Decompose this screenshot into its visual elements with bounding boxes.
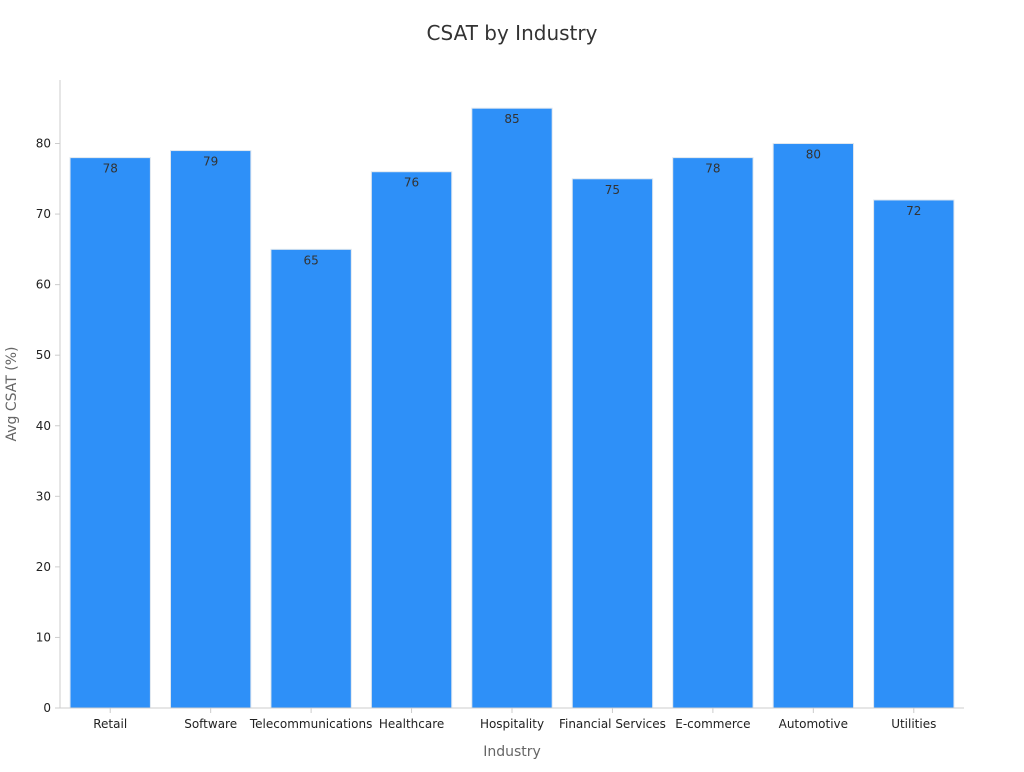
x-tick-label-4: Healthcare (379, 717, 444, 731)
y-tick-label-9: 80 (36, 137, 51, 151)
bar-5 (471, 107, 553, 709)
x-axis-label: Industry (483, 744, 541, 760)
data-label-6: 75 (605, 183, 620, 197)
bar-3 (270, 248, 352, 709)
bar-8 (772, 143, 855, 709)
data-label-9: 72 (906, 204, 921, 218)
data-label-3: 65 (303, 253, 318, 267)
y-tick-label-7: 60 (36, 278, 51, 292)
x-tick-label-1: Retail (93, 717, 127, 731)
y-tick-label-2: 10 (36, 630, 51, 644)
x-tick-label-6: Financial Services (559, 717, 666, 731)
x-tick-label-5: Hospitality (480, 717, 544, 731)
bar-4 (370, 171, 453, 709)
chart-title: CSAT by Industry (427, 21, 598, 45)
x-tick-label-3: Telecommunications (249, 717, 372, 731)
x-tick-label-8: Automotive (779, 717, 848, 731)
bar-1 (69, 157, 151, 709)
data-label-5: 85 (504, 112, 519, 126)
bar-9 (873, 199, 955, 709)
bar-6 (571, 178, 654, 709)
bars-layer: 78 79 65 76 85 75 78 80 72 (69, 107, 955, 709)
x-tick-label-2: Software (184, 717, 237, 731)
data-label-4: 76 (404, 176, 419, 190)
data-label-1: 78 (103, 162, 118, 176)
y-axis-label: Avg CSAT (%) (4, 346, 20, 441)
y-tick-label-6: 50 (36, 348, 51, 362)
bar-2 (169, 150, 252, 709)
y-tick-label-8: 70 (36, 207, 51, 221)
axes-layer: Retail Software Telecommunications Healthca… (36, 80, 964, 731)
y-tick-label-3: 20 (36, 560, 51, 574)
data-label-7: 78 (705, 162, 720, 176)
x-tick-label-9: Utilities (891, 717, 936, 731)
bar-7 (672, 157, 754, 709)
y-tick-label-4: 30 (36, 489, 51, 503)
data-label-2: 79 (203, 155, 218, 169)
y-tick-label-1: 0 (43, 701, 51, 715)
y-tick-label-5: 40 (36, 419, 51, 433)
data-label-8: 80 (806, 148, 821, 162)
x-tick-label-7: E-commerce (675, 717, 750, 731)
